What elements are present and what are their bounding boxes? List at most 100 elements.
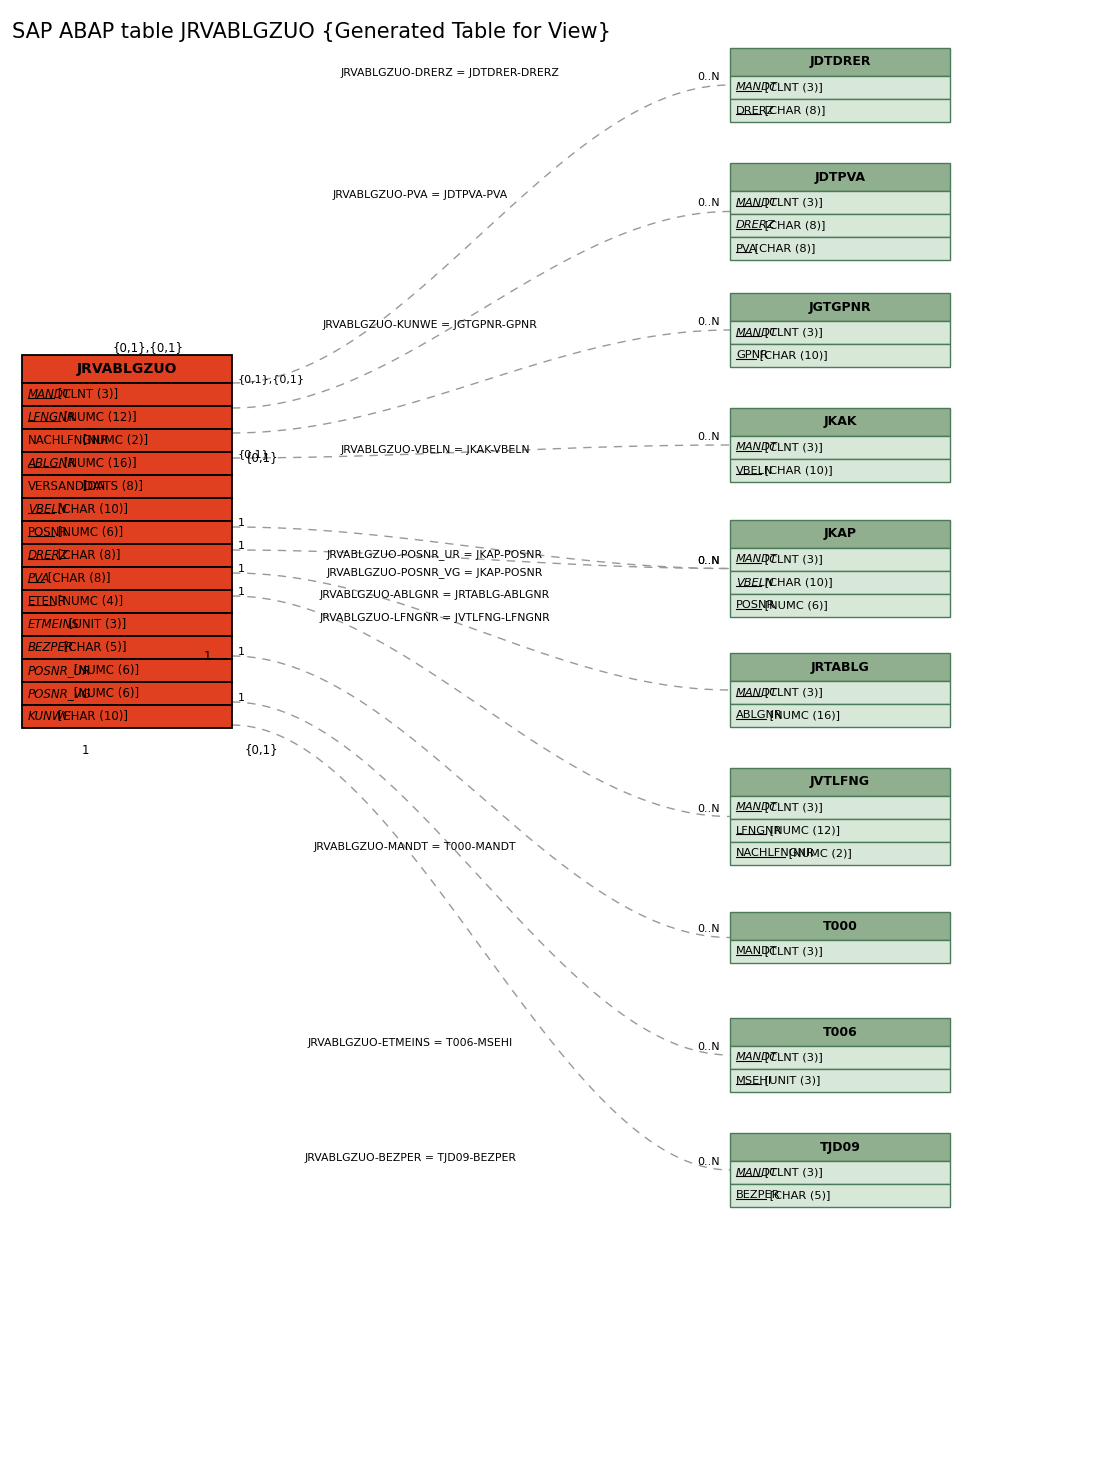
Text: LFNGNR: LFNGNR: [28, 411, 76, 424]
Text: TJD09: TJD09: [820, 1141, 860, 1153]
Bar: [22, 567, 232, 591]
Bar: [730, 703, 950, 727]
Text: 0..N: 0..N: [697, 1042, 720, 1052]
Text: VERSANDDAT: VERSANDDAT: [28, 479, 108, 493]
Text: JRVABLGZUO-DRERZ = JDTDRER-DRERZ: JRVABLGZUO-DRERZ = JDTDRER-DRERZ: [341, 68, 560, 79]
Text: NACHLFNGNR: NACHLFNGNR: [28, 433, 109, 447]
Text: MANDT: MANDT: [28, 387, 72, 401]
Text: MANDT: MANDT: [736, 947, 778, 957]
Text: 1: 1: [238, 647, 245, 657]
Bar: [730, 47, 950, 76]
Text: MSEHI: MSEHI: [736, 1076, 772, 1085]
Text: [CHAR (10)]: [CHAR (10)]: [756, 350, 827, 361]
Text: [CHAR (10)]: [CHAR (10)]: [761, 577, 833, 588]
Bar: [22, 407, 232, 429]
Text: 0..N: 0..N: [697, 199, 720, 208]
Text: JRVABLGZUO-PVA = JDTPVA-PVA: JRVABLGZUO-PVA = JDTPVA-PVA: [332, 190, 507, 200]
Text: [CLNT (3)]: [CLNT (3)]: [761, 328, 823, 337]
Text: [CHAR (5)]: [CHAR (5)]: [59, 641, 126, 654]
Text: KUNWE: KUNWE: [28, 709, 72, 723]
Bar: [22, 613, 232, 637]
Text: BEZPER: BEZPER: [736, 1190, 781, 1201]
Text: POSNR_UR: POSNR_UR: [28, 663, 91, 677]
Text: JKAP: JKAP: [824, 527, 857, 540]
Text: [CLNT (3)]: [CLNT (3)]: [761, 197, 823, 208]
Bar: [22, 475, 232, 499]
Bar: [22, 637, 232, 659]
Text: [NUMC (12)]: [NUMC (12)]: [766, 825, 839, 835]
Text: 1: 1: [238, 564, 245, 574]
Text: POSNR: POSNR: [28, 525, 68, 539]
Text: MANDT: MANDT: [736, 555, 778, 564]
Text: 1.: 1.: [204, 650, 214, 662]
Text: {0,1}: {0,1}: [238, 450, 270, 459]
Text: JRVABLGZUO-ABLGNR = JRTABLG-ABLGNR: JRVABLGZUO-ABLGNR = JRTABLG-ABLGNR: [320, 591, 550, 600]
Bar: [730, 214, 950, 237]
Bar: [730, 1160, 950, 1184]
Text: JRVABLGZUO-VBELN = JKAK-VBELN: JRVABLGZUO-VBELN = JKAK-VBELN: [340, 445, 530, 456]
Text: 0..N: 0..N: [697, 555, 720, 565]
Bar: [730, 408, 950, 436]
Text: DRERZ: DRERZ: [28, 549, 68, 562]
Bar: [22, 705, 232, 729]
Bar: [22, 499, 232, 521]
Text: [NUMC (6)]: [NUMC (6)]: [54, 525, 122, 539]
Text: 1: 1: [238, 518, 245, 528]
Text: 0..N: 0..N: [697, 73, 720, 82]
Text: 1: 1: [238, 588, 245, 597]
Text: JDTPVA: JDTPVA: [814, 171, 866, 184]
Bar: [730, 436, 950, 459]
Bar: [22, 683, 232, 705]
Bar: [730, 548, 950, 571]
Text: [CLNT (3)]: [CLNT (3)]: [761, 555, 823, 564]
Text: [NUMC (16)]: [NUMC (16)]: [59, 457, 136, 470]
Text: [UNIT (3)]: [UNIT (3)]: [760, 1076, 820, 1085]
Text: NACHLFNGNR: NACHLFNGNR: [736, 849, 815, 859]
Bar: [730, 292, 950, 321]
Text: [CHAR (10)]: [CHAR (10)]: [54, 503, 129, 516]
Bar: [22, 659, 232, 683]
Bar: [730, 519, 950, 548]
Bar: [730, 653, 950, 681]
Bar: [730, 795, 950, 819]
Bar: [22, 383, 232, 407]
Bar: [730, 1132, 950, 1160]
Text: {0,1}: {0,1}: [245, 743, 278, 757]
Text: 0..N: 0..N: [697, 555, 720, 565]
Text: JGTGPNR: JGTGPNR: [808, 300, 871, 313]
Bar: [730, 571, 950, 594]
Text: JRTABLG: JRTABLG: [811, 660, 869, 674]
Text: ABLGNR: ABLGNR: [28, 457, 77, 470]
Text: [CLNT (3)]: [CLNT (3)]: [54, 387, 119, 401]
Text: [NUMC (6)]: [NUMC (6)]: [70, 663, 140, 677]
Text: JDTDRER: JDTDRER: [810, 55, 871, 68]
Text: [NUMC (2)]: [NUMC (2)]: [785, 849, 852, 859]
Bar: [22, 591, 232, 613]
Bar: [730, 163, 950, 191]
Text: MANDT: MANDT: [736, 328, 778, 337]
Text: [CHAR (8)]: [CHAR (8)]: [54, 549, 121, 562]
Text: [DATS (8)]: [DATS (8)]: [79, 479, 143, 493]
Text: JRVABLGZUO-MANDT = T000-MANDT: JRVABLGZUO-MANDT = T000-MANDT: [314, 841, 516, 852]
Bar: [22, 545, 232, 567]
Bar: [730, 681, 950, 703]
Text: ETMEINS: ETMEINS: [28, 617, 79, 631]
Bar: [22, 429, 232, 453]
Bar: [730, 769, 950, 795]
Text: [CHAR (10)]: [CHAR (10)]: [760, 466, 833, 475]
Text: MANDT: MANDT: [736, 197, 778, 208]
Text: JRVABLGZUO-LFNGNR = JVTLFNG-LFNGNR: JRVABLGZUO-LFNGNR = JVTLFNG-LFNGNR: [320, 613, 550, 623]
Bar: [730, 841, 950, 865]
Text: SAP ABAP table JRVABLGZUO {Generated Table for View}: SAP ABAP table JRVABLGZUO {Generated Tab…: [12, 22, 611, 42]
Text: GPNR: GPNR: [736, 350, 768, 361]
Bar: [22, 453, 232, 475]
Text: [NUMC (2)]: [NUMC (2)]: [79, 433, 148, 447]
Text: DRERZ: DRERZ: [736, 105, 776, 116]
Text: [CLNT (3)]: [CLNT (3)]: [761, 803, 823, 813]
Text: [CHAR (8)]: [CHAR (8)]: [44, 571, 110, 585]
Text: 1: 1: [238, 693, 245, 703]
Text: JRVABLGZUO-ETMEINS = T006-MSEHI: JRVABLGZUO-ETMEINS = T006-MSEHI: [307, 1037, 513, 1048]
Bar: [730, 939, 950, 963]
Text: LFNGNR: LFNGNR: [736, 825, 782, 835]
Bar: [730, 191, 950, 214]
